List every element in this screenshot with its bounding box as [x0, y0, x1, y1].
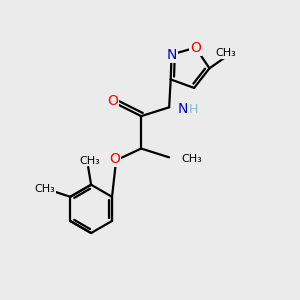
Text: CH₃: CH₃	[34, 184, 55, 194]
Text: N: N	[177, 102, 188, 116]
Text: CH₃: CH₃	[215, 48, 236, 58]
Text: O: O	[109, 152, 120, 166]
Text: O: O	[190, 40, 201, 55]
Text: N: N	[167, 47, 177, 61]
Text: CH₃: CH₃	[79, 156, 100, 166]
Text: O: O	[107, 94, 118, 108]
Text: H: H	[188, 103, 198, 116]
Text: CH₃: CH₃	[182, 154, 202, 164]
